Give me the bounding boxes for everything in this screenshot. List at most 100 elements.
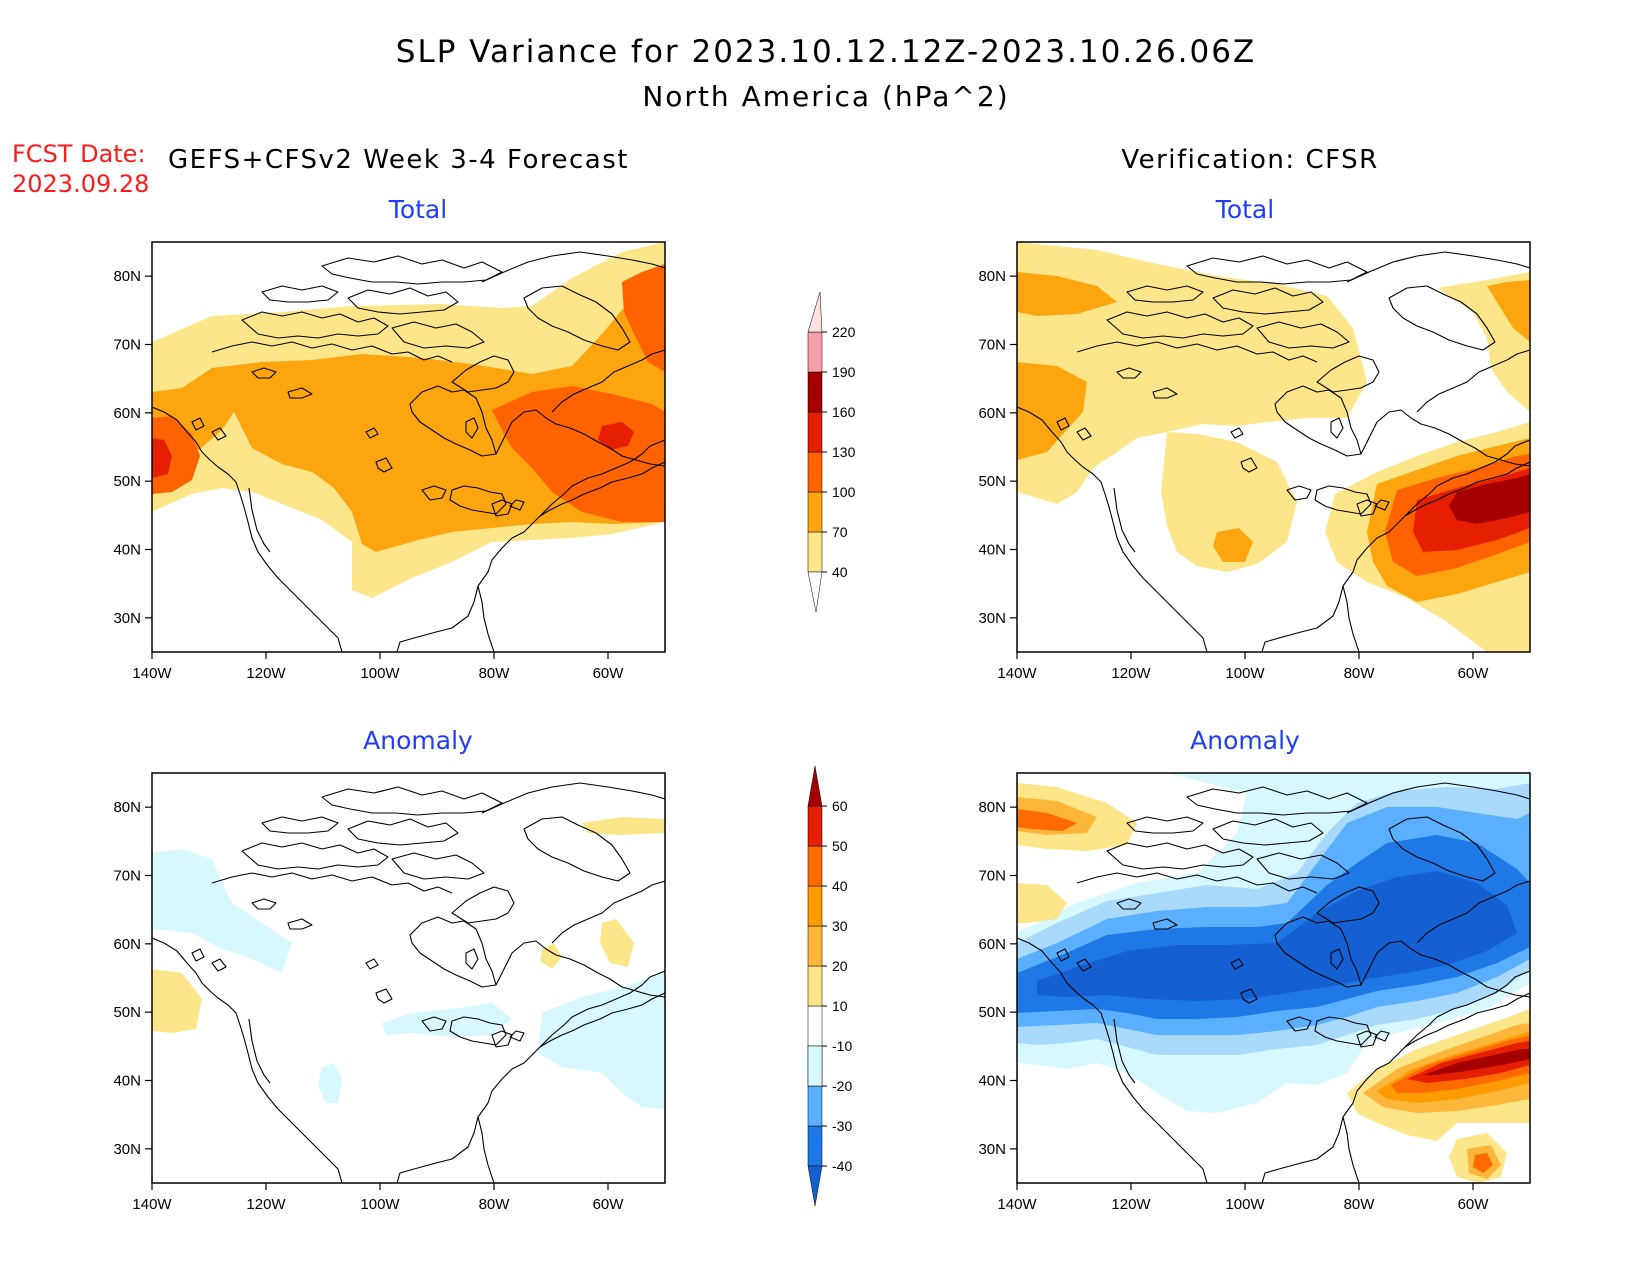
- lon-tick-label: 100W: [360, 665, 400, 682]
- lat-tick-label: 70N: [978, 337, 1006, 354]
- lon-tick-label: 80W: [1344, 665, 1376, 682]
- verification-total-map: [1016, 241, 1531, 653]
- lat-tick-label: 80N: [113, 799, 141, 816]
- forecast-anomaly-axes: 140W 120W 100W 80W 60W 30N 40N 50N 60N 70N 80N: [113, 799, 624, 1213]
- anomaly-colorbar-bottom-triangle: [807, 1165, 823, 1207]
- lon-tick-label: 140W: [997, 665, 1037, 682]
- total-colorbar-box: [807, 451, 823, 493]
- anomaly-colorbar-box: [807, 805, 823, 847]
- verification-anomaly-axes: 140W 120W 100W 80W 60W 30N 40N 50N 60N 70N 80N: [978, 799, 1489, 1213]
- lat-tick-label: 30N: [113, 1141, 141, 1158]
- verification-total-title: Total: [1215, 195, 1274, 224]
- lat-tick-label: 30N: [978, 610, 1006, 627]
- forecast-total-map: [151, 241, 666, 653]
- lon-tick-label: 80W: [1344, 1196, 1376, 1213]
- lat-tick-label: 60N: [113, 405, 141, 422]
- anomaly-colorbar-label: 40: [832, 878, 848, 894]
- lat-tick-label: 50N: [978, 1004, 1006, 1021]
- anomaly-colorbar: -40 -30 -20 -10 10 20 30 40 50 60: [807, 765, 852, 1207]
- total-colorbar-box: [807, 531, 823, 573]
- verification-total-axes: 140W 120W 100W 80W 60W 30N 40N 50N 60N 70N 80N: [978, 268, 1489, 682]
- total-colorbar-label: 130: [832, 444, 856, 460]
- lon-tick-label: 60W: [1458, 665, 1490, 682]
- anomaly-colorbar-label: 10: [832, 998, 848, 1014]
- lat-tick-label: 40N: [978, 1073, 1006, 1090]
- anomaly-colorbar-label: -30: [832, 1118, 852, 1134]
- lon-tick-label: 140W: [997, 1196, 1037, 1213]
- total-colorbar-box: [807, 491, 823, 533]
- lon-tick-label: 120W: [1111, 665, 1151, 682]
- verification-total-fill: [1017, 242, 1530, 652]
- anomaly-colorbar-label: 20: [832, 958, 848, 974]
- main-title: SLP Variance for 2023.10.12.12Z-2023.10.…: [396, 34, 1256, 70]
- lat-tick-label: 60N: [978, 405, 1006, 422]
- fcst-date-value: 2023.09.28: [12, 170, 149, 198]
- lat-tick-label: 70N: [113, 337, 141, 354]
- anomaly-colorbar-label: 30: [832, 918, 848, 934]
- lat-tick-label: 40N: [113, 542, 141, 559]
- total-colorbar-top-triangle: [807, 291, 823, 333]
- lat-tick-label: 80N: [113, 268, 141, 285]
- anomaly-colorbar-label: -10: [832, 1038, 852, 1054]
- anomaly-colorbar-label: 60: [832, 798, 848, 814]
- verification-anomaly-fill: [1017, 773, 1530, 1183]
- lat-tick-label: 60N: [113, 936, 141, 953]
- anomaly-colorbar-box: [807, 845, 823, 887]
- lon-tick-label: 60W: [593, 1196, 625, 1213]
- lat-tick-label: 40N: [978, 542, 1006, 559]
- verification-anomaly-title: Anomaly: [1190, 726, 1300, 755]
- lat-tick-label: 70N: [113, 868, 141, 885]
- verification-header: Verification: CFSR: [1121, 145, 1378, 175]
- anomaly-colorbar-box: [807, 925, 823, 967]
- lat-tick-label: 80N: [978, 799, 1006, 816]
- total-colorbar-label: 220: [832, 324, 856, 340]
- anomaly-colorbar-box: [807, 1085, 823, 1127]
- total-colorbar-label: 70: [832, 524, 848, 540]
- forecast-total-fill: [152, 242, 665, 598]
- lon-tick-label: 80W: [479, 665, 511, 682]
- lon-tick-label: 80W: [479, 1196, 511, 1213]
- total-colorbar: 40 70 100 130 160 190 220: [807, 291, 856, 613]
- lon-tick-label: 140W: [132, 1196, 172, 1213]
- anomaly-colorbar-box: [807, 965, 823, 1007]
- total-colorbar-box: [807, 371, 823, 413]
- lon-tick-label: 60W: [1458, 1196, 1490, 1213]
- total-colorbar-label: 190: [832, 364, 856, 380]
- anomaly-colorbar-box: [807, 1125, 823, 1167]
- lon-tick-label: 100W: [1225, 1196, 1265, 1213]
- lon-tick-label: 120W: [246, 1196, 286, 1213]
- anomaly-colorbar-box: [807, 885, 823, 927]
- total-colorbar-box: [807, 331, 823, 373]
- lon-tick-label: 100W: [360, 1196, 400, 1213]
- lat-tick-label: 50N: [113, 1004, 141, 1021]
- total-colorbar-box: [807, 411, 823, 453]
- forecast-anomaly-title: Anomaly: [363, 726, 473, 755]
- anomaly-colorbar-box: [807, 1005, 823, 1047]
- anomaly-colorbar-top-triangle: [807, 765, 823, 807]
- lon-tick-label: 100W: [1225, 665, 1265, 682]
- total-colorbar-label: 40: [832, 564, 848, 580]
- anomaly-colorbar-label: -20: [832, 1078, 852, 1094]
- total-colorbar-label: 100: [832, 484, 856, 500]
- lon-tick-label: 140W: [132, 665, 172, 682]
- lat-tick-label: 60N: [978, 936, 1006, 953]
- lat-tick-label: 40N: [113, 1073, 141, 1090]
- forecast-anomaly-map: [151, 772, 666, 1184]
- anomaly-colorbar-box: [807, 1045, 823, 1087]
- forecast-total-title: Total: [388, 195, 447, 224]
- lat-tick-label: 50N: [113, 473, 141, 490]
- verification-anomaly-map: [1016, 772, 1531, 1184]
- lat-tick-label: 80N: [978, 268, 1006, 285]
- lat-tick-label: 30N: [978, 1141, 1006, 1158]
- total-colorbar-bottom-triangle: [807, 571, 823, 613]
- main-subtitle: North America (hPa^2): [642, 80, 1009, 113]
- map-axes: 140W 120W 100W 80W 60W30N40N50N60N70N80N140W…: [113, 268, 1489, 1213]
- lat-tick-label: 70N: [978, 868, 1006, 885]
- anomaly-colorbar-label: 50: [832, 838, 848, 854]
- lat-tick-label: 30N: [113, 610, 141, 627]
- anomaly-colorbar-label: -40: [832, 1158, 852, 1174]
- lon-tick-label: 120W: [1111, 1196, 1151, 1213]
- lon-tick-label: 120W: [246, 665, 286, 682]
- forecast-header: GEFS+CFSv2 Week 3-4 Forecast: [168, 145, 629, 175]
- forecast-anomaly-fill: [152, 817, 665, 1109]
